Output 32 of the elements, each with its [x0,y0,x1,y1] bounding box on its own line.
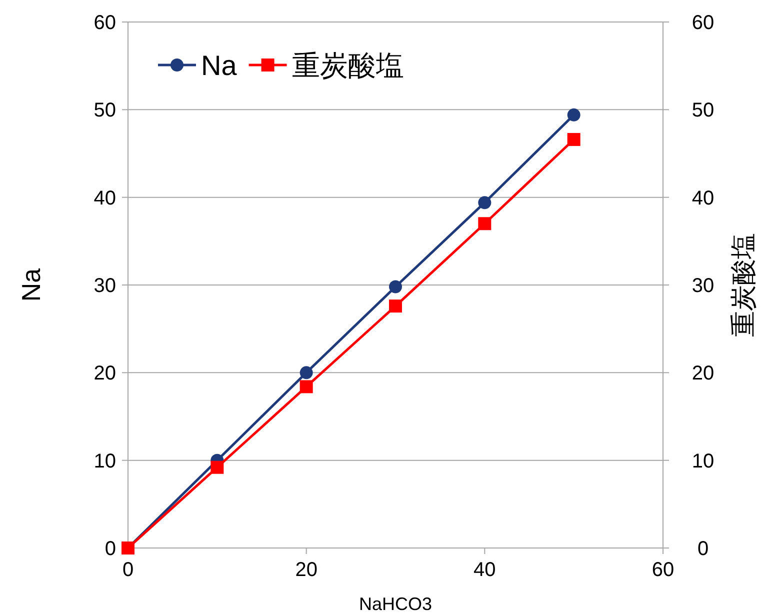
point [567,132,580,146]
y-tick-label: 50 [94,100,116,122]
legend-label: 重炭酸塩 [292,50,404,81]
point [567,108,580,122]
legend-label: Na [201,50,238,81]
x-axis-title: NaHCO3 [358,594,432,614]
y2-tick-label: 30 [692,275,714,297]
y-tick-label: 40 [94,187,116,210]
point [300,366,313,380]
x-tick-label: 40 [474,559,496,581]
y-axis-title: Na [16,268,46,302]
x-tick-label: 0 [122,559,134,581]
y2-tick-label: 60 [692,12,714,34]
y-tick-label: 60 [94,12,116,34]
y-tick-label: 10 [94,450,116,472]
x-tick-label: 20 [295,559,318,581]
y2-tick-label: 40 [692,187,714,210]
y-tick-label: 0 [104,538,116,560]
y-tick-label: 20 [94,362,116,385]
y2-axis-title: 重炭酸塩 [728,233,758,337]
y2-tick-label: 20 [692,362,714,385]
point [478,217,492,230]
point [389,300,402,313]
y-tick-label: 30 [94,275,116,297]
y2-tick-label: 0 [697,538,709,560]
y2-tick-label: 10 [692,450,714,472]
point [210,460,224,474]
x-tick-label: 60 [652,559,674,581]
y2-tick-label: 50 [692,100,714,122]
point [389,280,402,294]
point [300,380,313,394]
point [478,196,492,210]
